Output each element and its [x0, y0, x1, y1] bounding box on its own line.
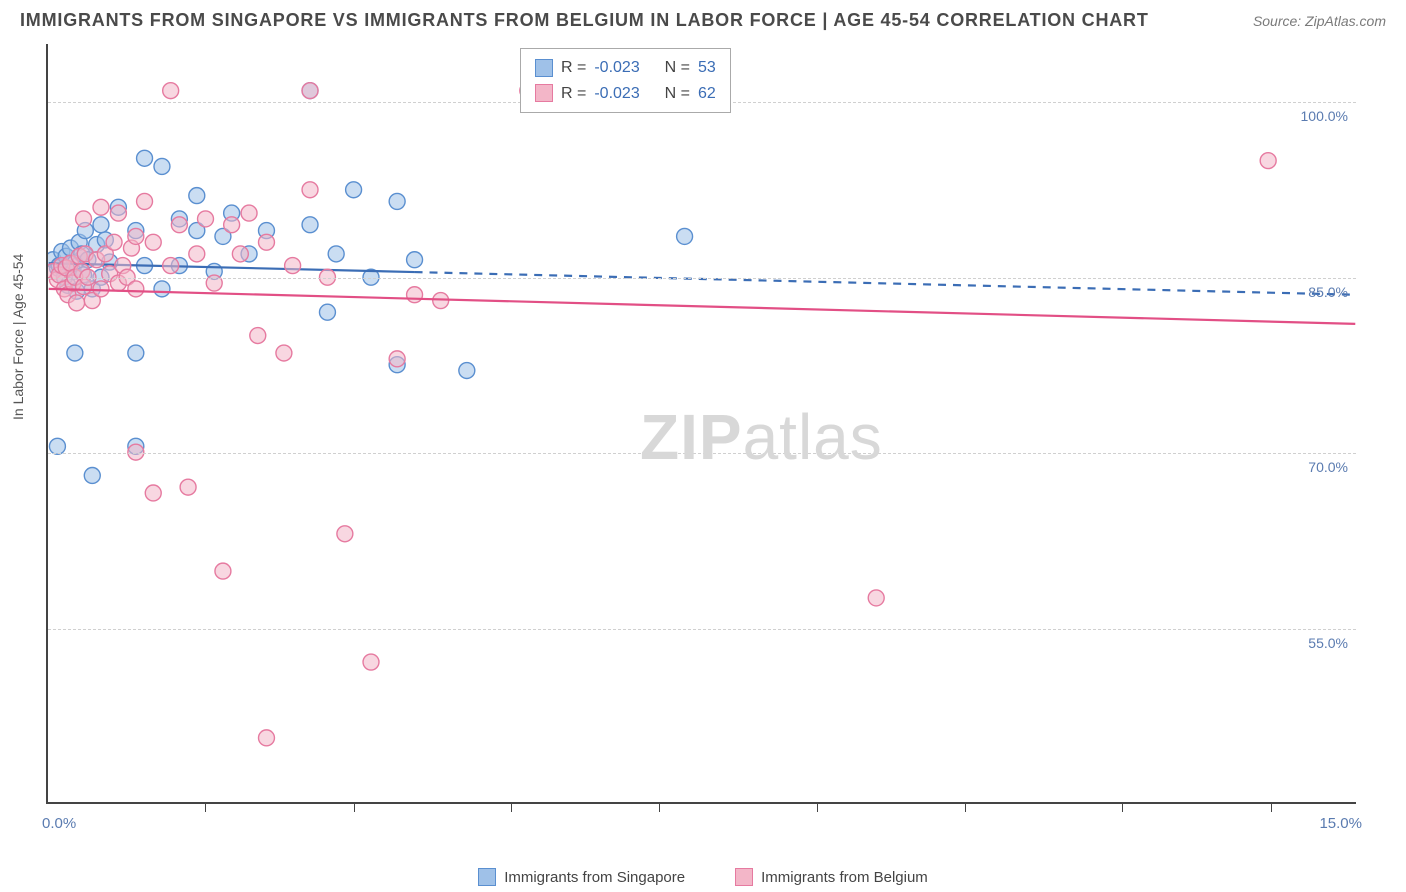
gridline: [48, 629, 1356, 630]
correlation-legend: R = -0.023 N = 53 R = -0.023 N = 62: [520, 48, 731, 113]
data-point: [215, 563, 231, 579]
x-tick: [511, 802, 512, 812]
data-point: [407, 252, 423, 268]
y-tick-label: 85.0%: [1308, 284, 1348, 300]
y-axis-title: In Labor Force | Age 45-54: [10, 254, 26, 420]
y-tick-label: 70.0%: [1308, 459, 1348, 475]
data-point: [128, 345, 144, 361]
legend-item: Immigrants from Singapore: [478, 868, 685, 886]
n-value: 62: [698, 81, 716, 107]
trend-line: [49, 289, 1356, 324]
data-point: [145, 485, 161, 501]
data-point: [285, 258, 301, 274]
y-tick-label: 55.0%: [1308, 635, 1348, 651]
n-value: 53: [698, 55, 716, 81]
data-point: [49, 438, 65, 454]
data-point: [868, 590, 884, 606]
data-point: [110, 205, 126, 221]
data-point: [154, 281, 170, 297]
data-point: [93, 217, 109, 233]
data-point: [337, 526, 353, 542]
data-point: [128, 228, 144, 244]
x-tick: [659, 802, 660, 812]
data-point: [93, 199, 109, 215]
x-tick: [205, 802, 206, 812]
swatch-icon: [735, 868, 753, 886]
x-tick: [965, 802, 966, 812]
data-point: [106, 234, 122, 250]
legend-row: R = -0.023 N = 62: [535, 81, 716, 107]
data-point: [145, 234, 161, 250]
legend-label: Immigrants from Belgium: [761, 869, 928, 886]
y-tick-label: 100.0%: [1301, 108, 1348, 124]
data-point: [319, 304, 335, 320]
r-value: -0.023: [594, 55, 639, 81]
data-point: [189, 246, 205, 262]
swatch-icon: [535, 59, 553, 77]
legend-label: Immigrants from Singapore: [504, 869, 685, 886]
x-max-label: 15.0%: [1319, 815, 1362, 832]
data-point: [232, 246, 248, 262]
data-point: [302, 217, 318, 233]
data-point: [76, 211, 92, 227]
data-point: [198, 211, 214, 227]
data-point: [459, 363, 475, 379]
data-point: [163, 258, 179, 274]
x-tick: [817, 802, 818, 812]
data-point: [128, 444, 144, 460]
swatch-icon: [535, 84, 553, 102]
gridline: [48, 278, 1356, 279]
data-point: [389, 193, 405, 209]
series-legend: Immigrants from Singapore Immigrants fro…: [0, 868, 1406, 886]
swatch-icon: [478, 868, 496, 886]
data-point: [677, 228, 693, 244]
data-point: [250, 328, 266, 344]
data-point: [137, 150, 153, 166]
data-point: [154, 158, 170, 174]
data-point: [180, 479, 196, 495]
x-tick: [1122, 802, 1123, 812]
trend-line-dashed: [415, 272, 1356, 295]
watermark: ZIPatlas: [640, 400, 883, 474]
data-point: [163, 83, 179, 99]
data-point: [128, 281, 144, 297]
data-point: [259, 234, 275, 250]
data-point: [302, 182, 318, 198]
data-point: [69, 295, 85, 311]
data-point: [328, 246, 344, 262]
r-value: -0.023: [594, 81, 639, 107]
source-label: Source: ZipAtlas.com: [1253, 13, 1386, 29]
data-point: [93, 281, 109, 297]
data-point: [224, 217, 240, 233]
data-point: [276, 345, 292, 361]
data-point: [171, 217, 187, 233]
data-point: [389, 351, 405, 367]
data-point: [84, 467, 100, 483]
legend-row: R = -0.023 N = 53: [535, 55, 716, 81]
x-tick: [354, 802, 355, 812]
data-point: [241, 205, 257, 221]
data-point: [189, 188, 205, 204]
data-point: [407, 287, 423, 303]
page-title: IMMIGRANTS FROM SINGAPORE VS IMMIGRANTS …: [20, 10, 1149, 31]
data-point: [1260, 153, 1276, 169]
data-point: [302, 83, 318, 99]
x-tick: [1271, 802, 1272, 812]
data-point: [363, 654, 379, 670]
x-min-label: 0.0%: [42, 815, 76, 832]
data-point: [137, 193, 153, 209]
data-point: [346, 182, 362, 198]
data-point: [67, 345, 83, 361]
data-point: [259, 730, 275, 746]
legend-item: Immigrants from Belgium: [735, 868, 928, 886]
